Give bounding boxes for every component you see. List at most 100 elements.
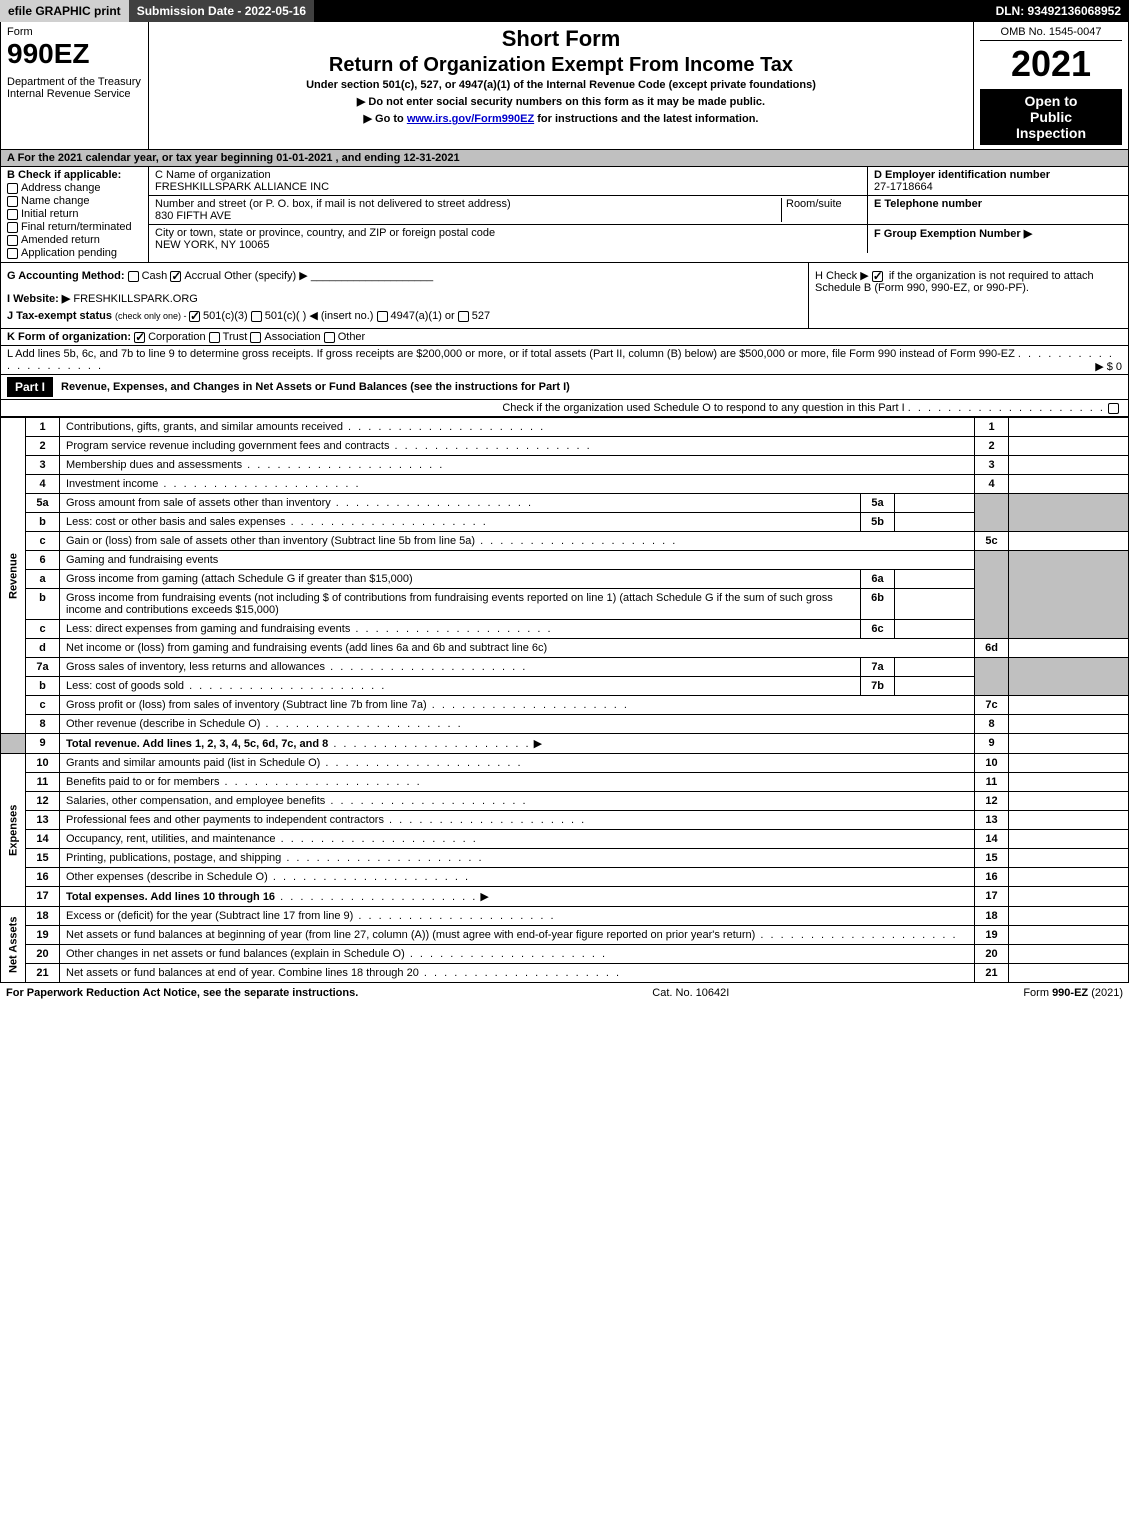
- opt-pending: Application pending: [21, 247, 117, 259]
- row-21: 21Net assets or fund balances at end of …: [1, 964, 1129, 983]
- check-amended[interactable]: Amended return: [7, 234, 142, 246]
- line3-text: Membership dues and assessments: [66, 459, 242, 471]
- checkbox-527[interactable]: [458, 311, 469, 322]
- col-cde: C Name of organization FRESHKILLSPARK AL…: [149, 167, 1128, 262]
- line4-text: Investment income: [66, 478, 158, 490]
- city-value: NEW YORK, NY 10065: [155, 239, 861, 251]
- line10-text: Grants and similar amounts paid (list in…: [66, 757, 320, 769]
- line6a-text: Gross income from gaming (attach Schedul…: [66, 573, 413, 585]
- row-17: 17Total expenses. Add lines 10 through 1…: [1, 887, 1129, 907]
- row-6c: cLess: direct expenses from gaming and f…: [1, 620, 1129, 639]
- checkbox-icon[interactable]: [7, 183, 18, 194]
- check-name-change[interactable]: Name change: [7, 195, 142, 207]
- checkbox-h[interactable]: [872, 271, 883, 282]
- line6-text: Gaming and fundraising events: [60, 551, 975, 570]
- row-3: 3Membership dues and assessments3: [1, 456, 1129, 475]
- col-b: B Check if applicable: Address change Na…: [1, 167, 149, 262]
- dots: [908, 402, 1105, 414]
- street-label: Number and street (or P. O. box, if mail…: [155, 198, 781, 210]
- check-application-pending[interactable]: Application pending: [7, 247, 142, 259]
- efile-print[interactable]: efile GRAPHIC print: [0, 0, 129, 22]
- header-center: Short Form Return of Organization Exempt…: [149, 22, 973, 149]
- line15-text: Printing, publications, postage, and shi…: [66, 852, 281, 864]
- opt-initial: Initial return: [21, 208, 78, 220]
- g-accrual: Accrual: [184, 270, 221, 282]
- row-7a: 7aGross sales of inventory, less returns…: [1, 658, 1129, 677]
- line17-text: Total expenses. Add lines 10 through 16: [66, 891, 275, 903]
- row-4: 4Investment income4: [1, 475, 1129, 494]
- l-amount: ▶ $ 0: [1095, 360, 1122, 373]
- checkbox-501c3[interactable]: [189, 311, 200, 322]
- g-line: ____________________: [311, 270, 433, 282]
- inspect-2: Public: [984, 109, 1118, 125]
- j-501c3: 501(c)(3): [203, 310, 248, 322]
- city-label: City or town, state or province, country…: [155, 227, 861, 239]
- checkbox-trust[interactable]: [209, 332, 220, 343]
- line21-text: Net assets or fund balances at end of ye…: [66, 967, 419, 979]
- checkbox-icon[interactable]: [7, 196, 18, 207]
- line6b-pre: Gross income from fundraising events (no…: [66, 592, 329, 604]
- row-13: 13Professional fees and other payments t…: [1, 811, 1129, 830]
- col-g: G Accounting Method: Cash Accrual Other …: [1, 263, 808, 328]
- c-name-label: C Name of organization: [155, 169, 861, 181]
- inspect-1: Open to: [984, 93, 1118, 109]
- checkbox-4947[interactable]: [377, 311, 388, 322]
- line16-text: Other expenses (describe in Schedule O): [66, 871, 268, 883]
- checkbox-schedule-o[interactable]: [1108, 403, 1119, 414]
- l-text: L Add lines 5b, 6c, and 7b to line 9 to …: [7, 348, 1015, 360]
- tax-year: 2021: [980, 43, 1122, 85]
- row-2: 2Program service revenue including gover…: [1, 437, 1129, 456]
- org-name: FRESHKILLSPARK ALLIANCE INC: [155, 181, 861, 193]
- row-5a: 5aGross amount from sale of assets other…: [1, 494, 1129, 513]
- checkbox-other[interactable]: [324, 332, 335, 343]
- part-i-title: Revenue, Expenses, and Changes in Net As…: [61, 381, 1122, 393]
- ein-value: 27-1718664: [874, 181, 1122, 193]
- footer-right: Form 990-EZ (2021): [1023, 987, 1123, 999]
- row-5c: cGain or (loss) from sale of assets othe…: [1, 532, 1129, 551]
- row-14: 14Occupancy, rent, utilities, and mainte…: [1, 830, 1129, 849]
- topbar-spacer: [314, 0, 987, 22]
- checkbox-icon[interactable]: [7, 222, 18, 233]
- checkbox-accrual[interactable]: [170, 271, 181, 282]
- form-header: Form 990EZ Department of the Treasury In…: [0, 22, 1129, 150]
- line7c-text: Gross profit or (loss) from sales of inv…: [66, 699, 427, 711]
- j-501c: 501(c)( ) ◀ (insert no.): [265, 310, 374, 322]
- row-10: Expenses 10Grants and similar amounts pa…: [1, 754, 1129, 773]
- row-12: 12Salaries, other compensation, and empl…: [1, 792, 1129, 811]
- footer-mid: Cat. No. 10642I: [652, 987, 729, 999]
- inspect-3: Inspection: [984, 125, 1118, 141]
- check-final-return[interactable]: Final return/terminated: [7, 221, 142, 233]
- line6d-text: Net income or (loss) from gaming and fun…: [66, 642, 547, 654]
- f-label: F Group Exemption Number ▶: [874, 227, 1122, 240]
- subtitle: Under section 501(c), 527, or 4947(a)(1)…: [155, 79, 967, 91]
- line14-text: Occupancy, rent, utilities, and maintena…: [66, 833, 276, 845]
- g-cash: Cash: [142, 270, 168, 282]
- c-city-cell: City or town, state or province, country…: [149, 225, 868, 253]
- line-l: L Add lines 5b, 6c, and 7b to line 9 to …: [0, 346, 1129, 375]
- checkbox-icon[interactable]: [7, 209, 18, 220]
- page-footer: For Paperwork Reduction Act Notice, see …: [0, 983, 1129, 1003]
- line13-text: Professional fees and other payments to …: [66, 814, 384, 826]
- expenses-label: Expenses: [1, 754, 26, 907]
- g-other: Other (specify) ▶: [224, 270, 308, 282]
- checkbox-assoc[interactable]: [250, 332, 261, 343]
- revenue-label: Revenue: [1, 418, 26, 734]
- k-label: K Form of organization:: [7, 331, 131, 343]
- d-ein-cell: D Employer identification number 27-1718…: [868, 167, 1128, 195]
- checkbox-icon[interactable]: [7, 235, 18, 246]
- irs-link[interactable]: www.irs.gov/Form990EZ: [407, 113, 534, 125]
- checkbox-501c[interactable]: [251, 311, 262, 322]
- checkbox-corp[interactable]: [134, 332, 145, 343]
- form-word: Form: [7, 26, 142, 38]
- row-1: Revenue 1Contributions, gifts, grants, a…: [1, 418, 1129, 437]
- checkbox-icon[interactable]: [7, 248, 18, 259]
- check-address-change[interactable]: Address change: [7, 182, 142, 194]
- line12-text: Salaries, other compensation, and employ…: [66, 795, 325, 807]
- row-16: 16Other expenses (describe in Schedule O…: [1, 868, 1129, 887]
- short-form-title: Short Form: [155, 26, 967, 52]
- row-7c: cGross profit or (loss) from sales of in…: [1, 696, 1129, 715]
- line5b-text: Less: cost or other basis and sales expe…: [66, 516, 286, 528]
- check-initial-return[interactable]: Initial return: [7, 208, 142, 220]
- checkbox-cash[interactable]: [128, 271, 139, 282]
- opt-final: Final return/terminated: [21, 221, 132, 233]
